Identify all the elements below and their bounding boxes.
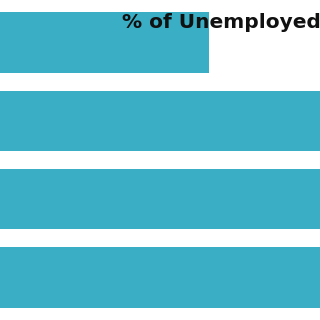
Bar xyxy=(0,247,320,308)
Bar xyxy=(0,169,320,229)
Text: % of Unemployed Workers Receivi: % of Unemployed Workers Receivi xyxy=(122,13,320,32)
Bar xyxy=(0,12,209,73)
Bar xyxy=(0,91,320,151)
